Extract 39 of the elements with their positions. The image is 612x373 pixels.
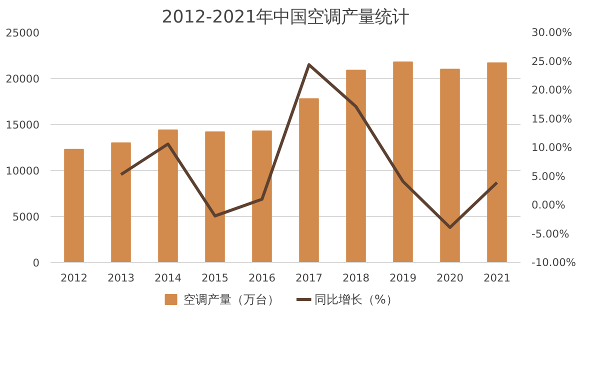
x-tick-label: 2017: [295, 272, 323, 284]
y2-tick-label: 30.00%: [532, 26, 572, 39]
y2-tick-label: 0.00%: [532, 198, 566, 212]
bar: [487, 62, 507, 262]
x-tick-label: 2012: [60, 272, 88, 284]
y2-tick-label: -5.00%: [532, 227, 570, 240]
x-tick-label: 2019: [389, 272, 417, 284]
y2-tick-label: 10.00%: [532, 141, 572, 154]
legend-label: 同比增长（%）: [314, 292, 398, 306]
y-tick-label: 10000: [6, 164, 40, 178]
y2-tick-label: -10.00%: [532, 256, 576, 269]
bar: [393, 61, 413, 262]
y-tick-label: 15000: [6, 118, 40, 132]
y-tick-label: 5000: [12, 210, 40, 224]
bar: [440, 68, 460, 262]
bar: [299, 98, 319, 262]
y2-tick-label: 5.00%: [532, 170, 566, 183]
x-tick-label: 2014: [154, 272, 182, 284]
bar: [158, 130, 178, 262]
legend-label: 空调产量（万台）: [183, 292, 280, 306]
y2-tick-label: 15.00%: [532, 112, 572, 126]
x-tick-label: 2021: [483, 272, 511, 284]
y-tick-label: 20000: [6, 72, 40, 86]
bar: [346, 70, 366, 262]
bar: [205, 131, 225, 262]
x-tick-label: 2018: [342, 272, 370, 284]
y2-tick-label: 20.00%: [532, 84, 572, 96]
bar: [252, 130, 272, 262]
x-tick-label: 2015: [201, 272, 229, 284]
y2-tick-label: 25.00%: [532, 54, 572, 68]
y-tick-label: 0: [32, 256, 40, 270]
bar: [111, 142, 131, 262]
x-tick-label: 2013: [107, 272, 135, 284]
x-tick-label: 2016: [248, 272, 276, 284]
x-tick-label: 2020: [436, 272, 464, 284]
bar: [64, 148, 84, 262]
y-tick-label: 25000: [6, 26, 40, 40]
chart-title: 2012-2021年中国空调产量统计: [162, 8, 410, 28]
line-series: [120, 63, 498, 229]
